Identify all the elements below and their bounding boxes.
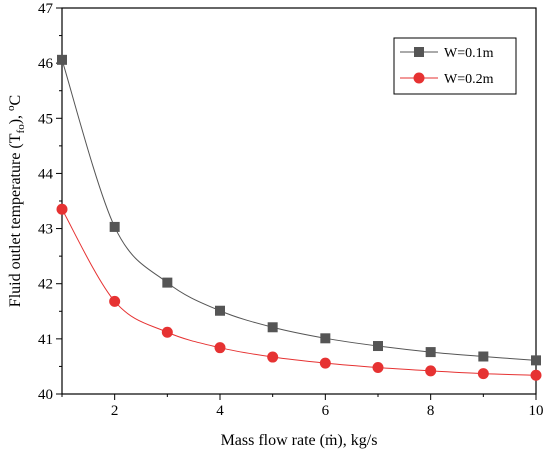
- series-2: [56, 203, 542, 381]
- data-point-circle: [319, 357, 331, 369]
- y-tick-label: 42: [38, 277, 53, 293]
- x-tick-label: 10: [529, 403, 544, 419]
- data-point-circle: [372, 362, 384, 374]
- legend-label-w02: W=0.2m: [444, 72, 494, 87]
- legend-marker-circle: [413, 72, 425, 84]
- y-axis-title-unit: C: [7, 95, 24, 106]
- data-point-square: [320, 333, 331, 344]
- legend-marker-square: [414, 47, 424, 57]
- y-axis-title-superscript: o: [5, 105, 17, 111]
- x-tick-label: 8: [427, 403, 435, 419]
- y-axis-title-subscript: fo: [15, 124, 27, 134]
- y-axis-title-tail: ),: [7, 111, 24, 124]
- data-point-circle: [214, 342, 226, 354]
- series-layer: [56, 54, 542, 381]
- data-point-circle: [477, 368, 489, 380]
- y-tick-label: 44: [38, 166, 54, 182]
- y-axis: 40 41 42 43 44 45 46 47: [38, 1, 62, 403]
- y-tick-label: 41: [38, 332, 53, 348]
- data-point-square: [267, 322, 278, 333]
- data-point-circle: [161, 326, 173, 338]
- series-1: [57, 54, 541, 366]
- x-axis: 2 4 6 8 10: [61, 394, 544, 419]
- data-point-square: [215, 305, 225, 316]
- data-point-circle: [56, 203, 68, 215]
- data-point-square: [109, 221, 120, 232]
- x-tick-label: 2: [111, 403, 119, 419]
- legend-label-w01: W=0.1m: [444, 46, 494, 61]
- legend-item-w01: W=0.1m: [400, 46, 494, 61]
- data-point-square: [57, 54, 67, 65]
- data-point-square: [373, 341, 383, 352]
- x-tick-label: 6: [322, 403, 330, 419]
- data-point-circle: [530, 369, 542, 381]
- data-point-square: [531, 355, 541, 366]
- legend: W=0.1m W=0.2m: [393, 37, 517, 95]
- series-line: [61, 209, 537, 376]
- data-point-circle: [267, 351, 279, 363]
- y-axis-title-main: Fluid outlet temperature (T: [7, 133, 24, 307]
- data-point-circle: [425, 365, 437, 377]
- y-tick-label: 40: [38, 387, 53, 403]
- data-point-circle: [109, 295, 121, 307]
- data-point-square: [478, 351, 489, 362]
- y-tick-label: 45: [38, 111, 53, 127]
- data-point-square: [162, 277, 173, 288]
- y-tick-label: 47: [38, 1, 54, 17]
- x-tick-label: 4: [216, 403, 224, 419]
- data-point-square: [425, 347, 436, 358]
- y-tick-label: 46: [38, 56, 54, 72]
- x-axis-title: Mass flow rate (ṁ), kg/s: [221, 432, 378, 449]
- y-axis-title: Fluid outlet temperature (Tfo), oC: [5, 95, 27, 307]
- legend-item-w02: W=0.2m: [400, 72, 494, 87]
- y-tick-label: 43: [38, 222, 53, 238]
